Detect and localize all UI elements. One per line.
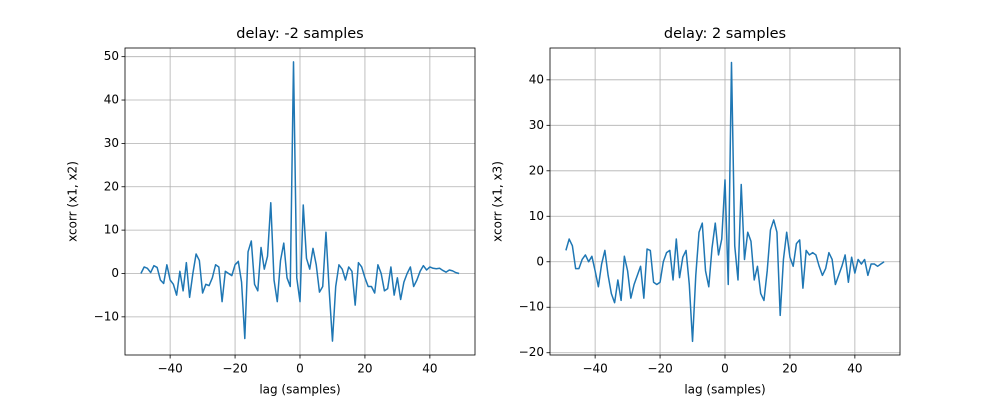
y-tick-label: 20 bbox=[529, 163, 544, 177]
chart-title: delay: -2 samples bbox=[236, 26, 363, 42]
y-tick-label: −10 bbox=[94, 309, 119, 323]
x-axis-label: lag (samples) bbox=[684, 383, 765, 397]
y-axis-label: xcorr (x1, x2) bbox=[66, 161, 80, 242]
y-tick-label: −10 bbox=[519, 300, 544, 314]
y-tick-label: 50 bbox=[104, 49, 119, 63]
y-tick-label: 10 bbox=[104, 223, 119, 237]
y-tick-label: 10 bbox=[529, 209, 544, 223]
x-tick-label: 20 bbox=[782, 362, 797, 376]
axes-frame bbox=[549, 47, 901, 356]
x-tick-label: 20 bbox=[357, 362, 372, 376]
y-tick-label: 20 bbox=[104, 179, 119, 193]
x-tick-label: 40 bbox=[847, 362, 862, 376]
x-tick-label: 40 bbox=[422, 362, 437, 376]
x-tick-label: 0 bbox=[721, 362, 729, 376]
y-tick-label: 30 bbox=[104, 136, 119, 150]
y-tick-label: 0 bbox=[536, 254, 544, 268]
line bbox=[140, 61, 460, 342]
x-tick-label: −40 bbox=[582, 362, 607, 376]
x-axis-label: lag (samples) bbox=[259, 383, 340, 397]
line bbox=[565, 61, 885, 343]
chart-title: delay: 2 samples bbox=[664, 26, 786, 42]
x-tick-label: −20 bbox=[647, 362, 672, 376]
x-tick-label: −40 bbox=[157, 362, 182, 376]
y-axis-label: xcorr (x1, x3) bbox=[491, 161, 505, 242]
x-tick-label: −20 bbox=[222, 362, 247, 376]
y-tick-label: 30 bbox=[529, 118, 544, 132]
y-tick-label: 0 bbox=[111, 266, 119, 280]
y-tick-label: −20 bbox=[519, 345, 544, 359]
axes-frame bbox=[124, 47, 476, 356]
y-tick-label: 40 bbox=[104, 93, 119, 107]
y-tick-label: 40 bbox=[529, 72, 544, 86]
x-tick-label: 0 bbox=[296, 362, 304, 376]
